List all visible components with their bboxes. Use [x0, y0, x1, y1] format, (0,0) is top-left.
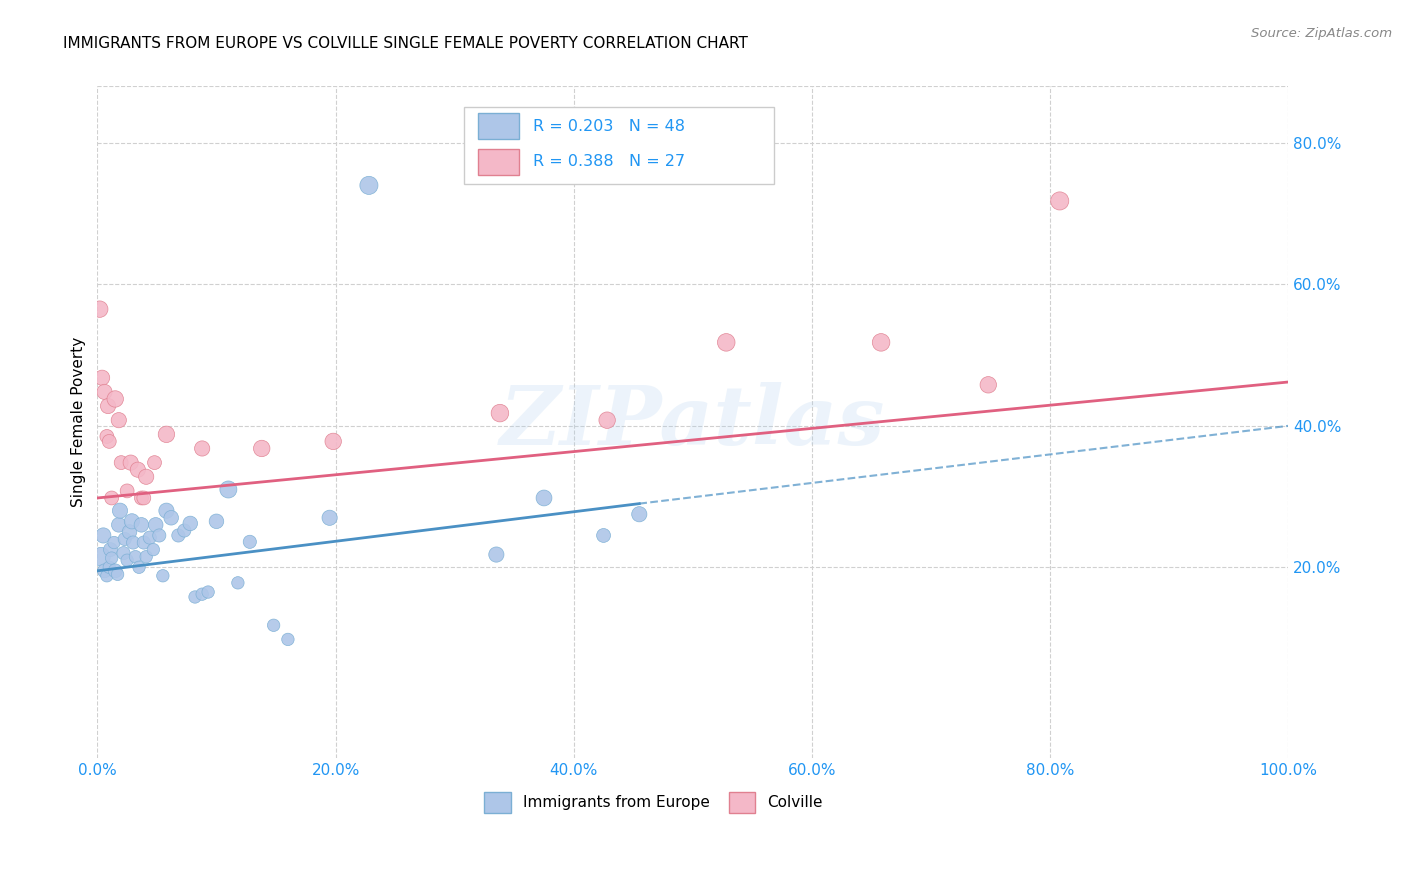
Point: [1049, 194, 1071, 208]
Point: [100, 551, 122, 566]
Point: [96, 429, 118, 443]
Y-axis label: Single Female Poverty: Single Female Poverty: [72, 337, 86, 508]
FancyBboxPatch shape: [478, 113, 519, 139]
Point: [135, 549, 157, 564]
Point: [167, 528, 190, 542]
Point: [205, 514, 228, 528]
Point: [107, 413, 129, 427]
Point: [103, 535, 125, 549]
Text: ZIPatlas: ZIPatlas: [501, 383, 886, 462]
Point: [142, 542, 165, 557]
Point: [90, 549, 112, 564]
Point: [139, 531, 162, 545]
Point: [160, 510, 183, 524]
Point: [131, 491, 153, 505]
Point: [91, 370, 114, 384]
Point: [112, 546, 135, 560]
Point: [100, 491, 122, 505]
Point: [120, 456, 142, 470]
Point: [121, 514, 143, 528]
Point: [977, 377, 1000, 392]
Point: [122, 535, 145, 549]
Point: [250, 442, 273, 456]
Point: [148, 528, 170, 542]
Point: [91, 528, 114, 542]
Point: [131, 517, 153, 532]
Point: [110, 456, 132, 470]
Point: [96, 568, 118, 582]
Point: [191, 442, 214, 456]
Point: [98, 434, 121, 449]
Point: [191, 587, 214, 601]
Point: [97, 399, 120, 413]
Point: [104, 564, 127, 578]
Point: [226, 575, 249, 590]
Point: [107, 517, 129, 532]
Point: [184, 590, 207, 604]
FancyBboxPatch shape: [728, 792, 755, 814]
Point: [322, 434, 344, 449]
Point: [596, 413, 619, 427]
Point: [152, 568, 174, 582]
Point: [173, 524, 195, 538]
Point: [114, 532, 136, 546]
Point: [132, 535, 155, 549]
Text: R = 0.388   N = 27: R = 0.388 N = 27: [533, 154, 685, 169]
Point: [104, 392, 127, 406]
Point: [115, 553, 138, 567]
Point: [197, 585, 219, 599]
Point: [132, 491, 155, 505]
Point: [107, 567, 129, 582]
Point: [128, 560, 150, 574]
Point: [89, 302, 111, 317]
Point: [716, 335, 738, 350]
Point: [145, 517, 167, 532]
Point: [870, 335, 893, 350]
Text: R = 0.203   N = 48: R = 0.203 N = 48: [533, 119, 685, 134]
Point: [135, 469, 157, 483]
Point: [100, 542, 122, 557]
Text: Immigrants from Europe: Immigrants from Europe: [523, 795, 710, 810]
Point: [93, 384, 115, 399]
FancyBboxPatch shape: [464, 106, 773, 184]
Point: [108, 504, 131, 518]
Point: [239, 534, 262, 549]
Point: [115, 483, 138, 498]
Point: [485, 548, 508, 562]
Point: [155, 427, 177, 442]
Point: [277, 632, 299, 647]
FancyBboxPatch shape: [485, 792, 510, 814]
Point: [118, 524, 141, 539]
Point: [592, 528, 614, 542]
Point: [124, 549, 146, 564]
Point: [93, 564, 115, 578]
Point: [533, 491, 555, 505]
Point: [127, 463, 149, 477]
Point: [263, 618, 285, 632]
Point: [98, 560, 121, 574]
FancyBboxPatch shape: [478, 149, 519, 175]
Point: [489, 406, 512, 420]
Text: Colville: Colville: [766, 795, 823, 810]
Text: IMMIGRANTS FROM EUROPE VS COLVILLE SINGLE FEMALE POVERTY CORRELATION CHART: IMMIGRANTS FROM EUROPE VS COLVILLE SINGL…: [63, 36, 748, 51]
Text: Source: ZipAtlas.com: Source: ZipAtlas.com: [1251, 27, 1392, 40]
Point: [318, 510, 340, 524]
Point: [628, 508, 651, 522]
Point: [143, 456, 166, 470]
Point: [357, 178, 380, 193]
Point: [155, 504, 177, 518]
Point: [179, 516, 201, 531]
Point: [217, 483, 239, 497]
